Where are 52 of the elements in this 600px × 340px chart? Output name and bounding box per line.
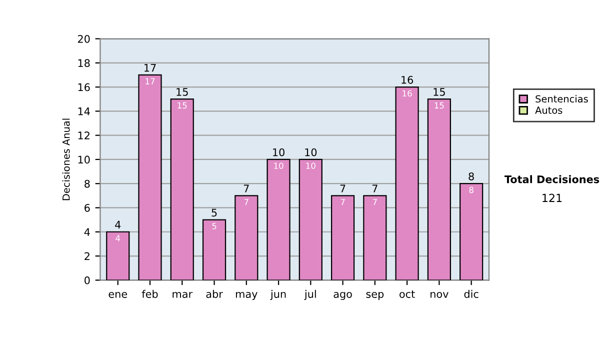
y-tick-label: 12	[78, 132, 90, 140]
data-label: 8	[469, 186, 474, 194]
text: 121	[542, 194, 562, 202]
y-tick-label: 6	[84, 204, 90, 212]
data-label: 7	[372, 198, 377, 206]
total-label: 10	[305, 148, 317, 156]
total-label: 4	[115, 220, 121, 229]
data-label: 10	[306, 162, 316, 169]
data-label: 16	[402, 90, 412, 97]
x-tick-label: dic	[464, 290, 478, 298]
total-label: 7	[340, 184, 346, 192]
data-label: 7	[244, 198, 248, 206]
y-tick-label: 4	[84, 228, 90, 236]
x-tick-label: sep	[366, 292, 384, 300]
total-label: 16	[402, 76, 414, 84]
legend-label: Sentencias	[536, 95, 588, 103]
x-tick-label: may	[236, 292, 258, 300]
x-tick-label: oct	[400, 290, 415, 298]
y-tick-label: 10	[78, 156, 90, 164]
y-tick-label: 8	[84, 180, 90, 188]
data-label: 4	[116, 235, 120, 242]
y-tick-label: 2	[84, 252, 90, 260]
total-label: 17	[144, 64, 156, 72]
data-label: 17	[146, 78, 155, 84]
total-label: 10	[273, 148, 284, 156]
total-label: 7	[244, 184, 249, 192]
data-label: 15	[434, 102, 444, 109]
total-label: 5	[212, 208, 217, 217]
y-tick-label: 14	[78, 108, 90, 116]
total-label: 15	[434, 88, 445, 96]
total-label: 15	[176, 88, 188, 96]
text: Total Decisiones	[504, 175, 600, 184]
y-tick-label: 20	[78, 34, 90, 43]
x-tick-label: mar	[172, 292, 193, 298]
total-label: 8	[468, 172, 474, 180]
x-tick-label: ene	[108, 292, 128, 298]
data-label: 10	[274, 162, 284, 169]
x-tick-label: ago	[334, 292, 352, 300]
legend-label: Autos	[535, 106, 562, 114]
total-label: 7	[372, 184, 378, 192]
x-tick-label: jul	[304, 290, 316, 300]
y-tick-label: 0	[84, 276, 90, 284]
x-tick-label: jun	[270, 290, 286, 300]
x-tick-label: feb	[142, 290, 158, 298]
data-label: 5	[212, 223, 216, 230]
y-tick-label: 18	[78, 59, 90, 68]
x-tick-label: nov	[430, 292, 448, 298]
x-tick-label: abr	[206, 290, 223, 298]
y-tick-label: 16	[78, 83, 90, 92]
data-label: 7	[340, 198, 345, 206]
data-label: 15	[178, 102, 187, 109]
y-axis-title: Decisiones Anual	[62, 118, 70, 200]
